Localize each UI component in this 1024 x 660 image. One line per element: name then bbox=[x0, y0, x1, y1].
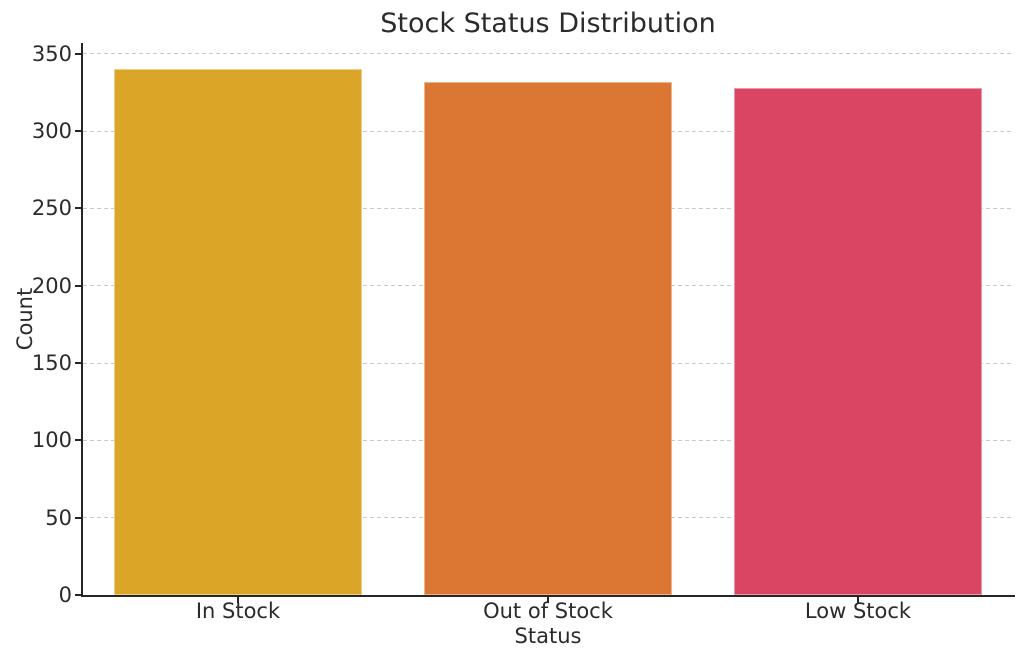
y-tick-mark-0 bbox=[75, 594, 83, 596]
y-tick-label-0: 0 bbox=[58, 583, 72, 607]
x-tick-label-low-stock: Low Stock bbox=[804, 599, 912, 623]
y-tick-label-50: 50 bbox=[45, 505, 72, 530]
x-tick-label-out-of-stock: Out of Stock bbox=[483, 599, 613, 623]
y-tick-mark-200 bbox=[75, 284, 83, 287]
y-tick-mark-50 bbox=[75, 516, 83, 519]
x-tick-label-in-stock: In Stock bbox=[195, 599, 281, 623]
x-tick-mark-low-stock bbox=[857, 597, 859, 603]
y-tick-mark-250 bbox=[75, 207, 83, 210]
x-axis-label: Status bbox=[514, 624, 582, 648]
chart-title: Stock Status Distribution bbox=[380, 8, 716, 39]
x-tick-mark-in-stock bbox=[237, 597, 239, 603]
bar-low-stock bbox=[734, 87, 982, 595]
y-tick-label-200: 200 bbox=[31, 273, 72, 298]
y-tick-label-300: 300 bbox=[31, 119, 72, 144]
bar-out-of-stock bbox=[424, 81, 672, 595]
y-tick-label-150: 150 bbox=[31, 351, 72, 376]
y-axis-spine bbox=[81, 43, 83, 597]
y-tick-label-100: 100 bbox=[31, 428, 72, 453]
y-tick-label-250: 250 bbox=[31, 196, 72, 221]
x-axis-spine bbox=[81, 595, 1015, 597]
gridline-350 bbox=[83, 53, 1013, 55]
y-tick-label-350: 350 bbox=[31, 41, 72, 66]
bar-in-stock bbox=[114, 69, 362, 595]
y-tick-mark-350 bbox=[75, 52, 83, 55]
y-tick-mark-300 bbox=[75, 130, 83, 133]
y-tick-mark-150 bbox=[75, 362, 83, 365]
y-tick-mark-100 bbox=[75, 439, 83, 442]
x-tick-mark-out-of-stock bbox=[547, 597, 549, 603]
